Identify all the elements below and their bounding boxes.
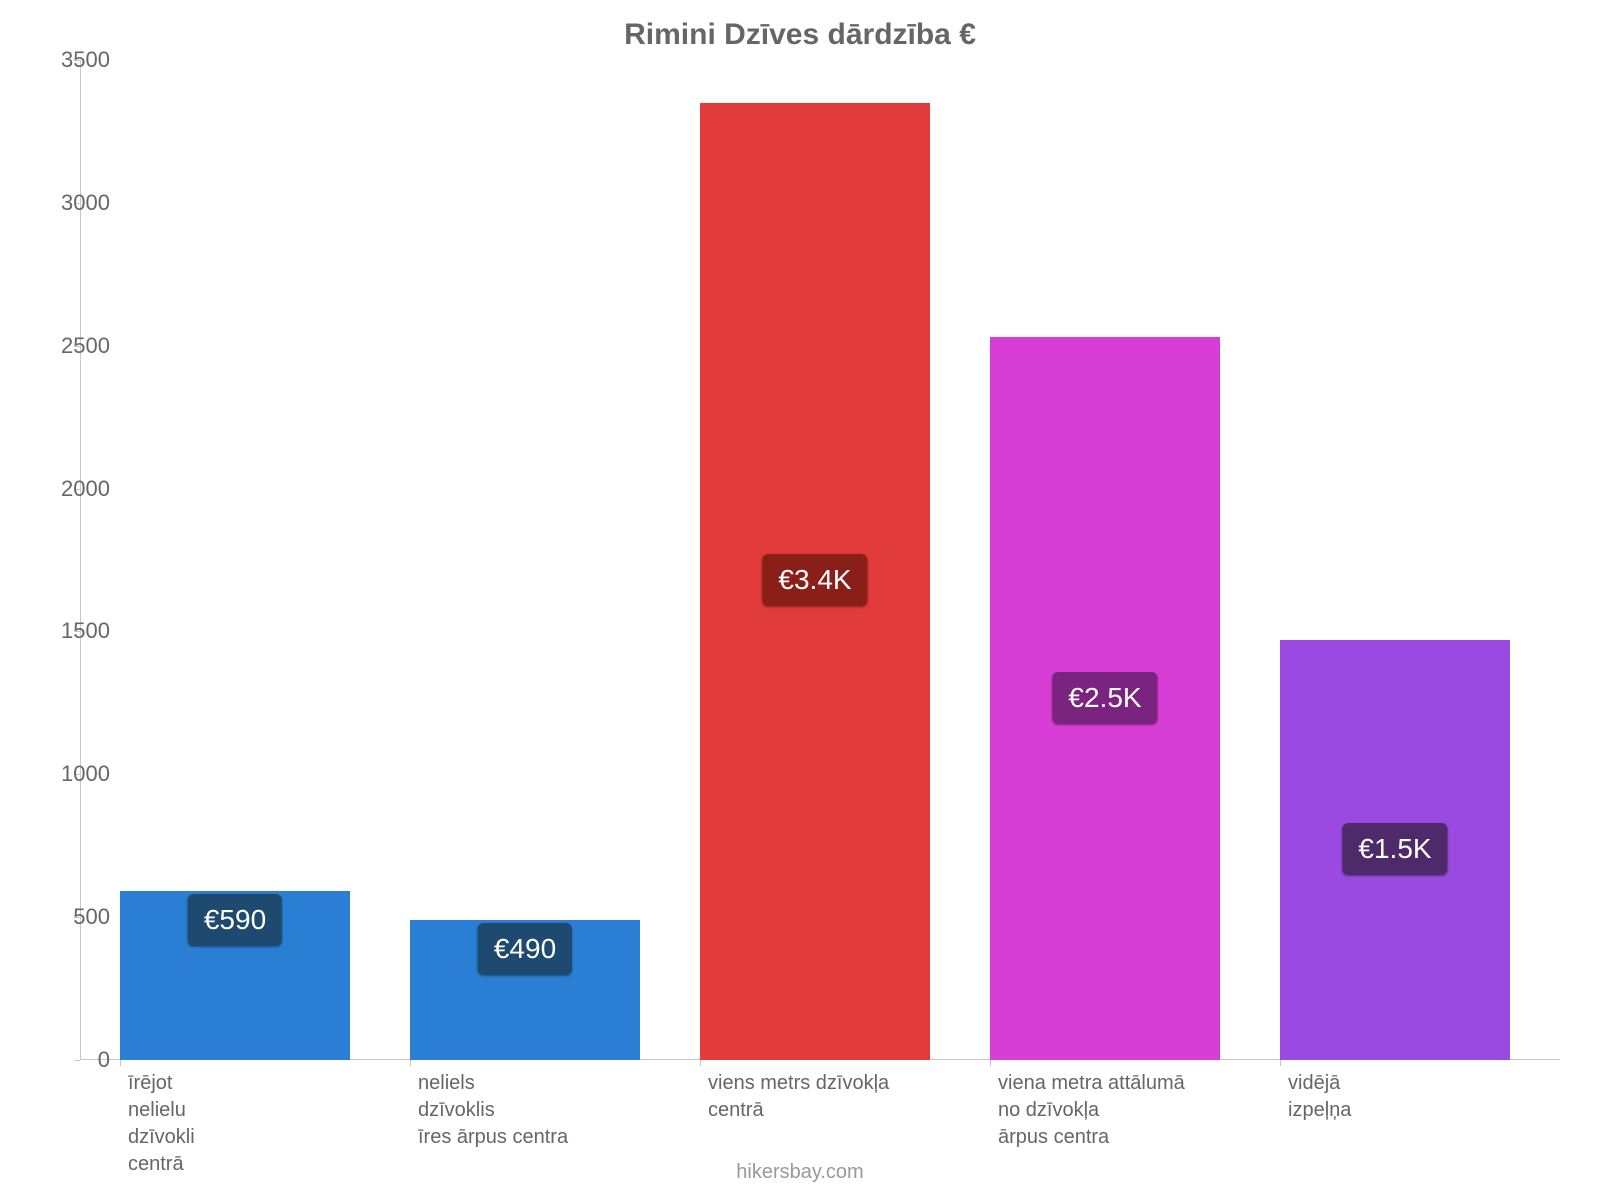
x-axis-label-line: īres ārpus centra — [418, 1124, 698, 1151]
x-axis-label-line: dzīvokli — [128, 1124, 408, 1151]
x-axis-label-line: centrā — [708, 1097, 988, 1124]
y-tick-label: 2000 — [10, 476, 110, 502]
x-tick — [1280, 1060, 1281, 1066]
x-tick — [990, 1060, 991, 1066]
y-tick-label: 1500 — [10, 618, 110, 644]
bar-value-label: €590 — [188, 894, 282, 946]
x-axis-label-line: viena metra attālumā — [998, 1070, 1278, 1097]
chart-title: Rimini Dzīves dārdzība € — [0, 18, 1600, 52]
x-tick — [700, 1060, 701, 1066]
x-axis-label-line: nelielu — [128, 1097, 408, 1124]
bar-value-label: €3.4K — [762, 554, 867, 606]
bar-value-label: €490 — [478, 923, 572, 975]
y-tick-label: 3000 — [10, 190, 110, 216]
y-tick-label: 3500 — [10, 47, 110, 73]
x-axis-label: nelielsdzīvoklisīres ārpus centra — [418, 1070, 698, 1151]
y-tick-label: 500 — [10, 904, 110, 930]
x-axis-label: viena metra attālumāno dzīvokļaārpus cen… — [998, 1070, 1278, 1151]
y-tick-label: 2500 — [10, 333, 110, 359]
x-axis-label-line: izpeļņa — [1288, 1097, 1568, 1124]
x-axis-label-line: ārpus centra — [998, 1124, 1278, 1151]
x-axis-label-line: viens metrs dzīvokļa — [708, 1070, 988, 1097]
x-axis-label-line: dzīvoklis — [418, 1097, 698, 1124]
bar-value-label: €1.5K — [1342, 823, 1447, 875]
x-tick — [410, 1060, 411, 1066]
y-tick-label: 0 — [10, 1047, 110, 1073]
y-tick-label: 1000 — [10, 761, 110, 787]
plot-area: €590 €490 €3.4K €2.5K €1.5K — [80, 60, 1560, 1060]
x-axis-label-line: vidējā — [1288, 1070, 1568, 1097]
x-tick — [120, 1060, 121, 1066]
x-axis-label: vidējāizpeļņa — [1288, 1070, 1568, 1124]
x-axis-label-line: neliels — [418, 1070, 698, 1097]
bar-value-label: €2.5K — [1052, 672, 1157, 724]
x-axis-label-line: īrējot — [128, 1070, 408, 1097]
cost-of-living-chart: Rimini Dzīves dārdzība € €590 €490 €3.4K €2… — [0, 0, 1600, 1200]
x-axis-label-line: no dzīvokļa — [998, 1097, 1278, 1124]
chart-footer: hikersbay.com — [0, 1161, 1600, 1184]
x-axis-label: viens metrs dzīvokļacentrā — [708, 1070, 988, 1124]
